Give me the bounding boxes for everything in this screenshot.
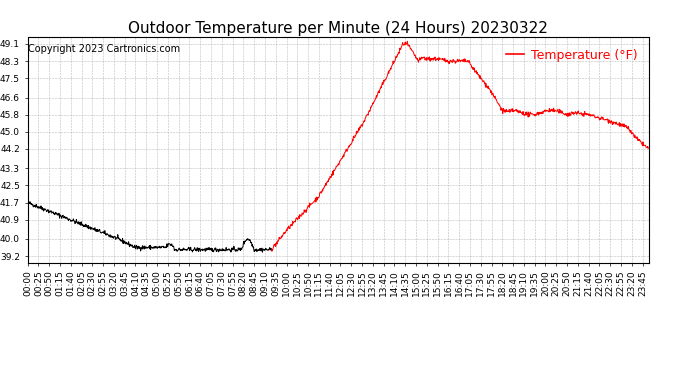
Text: Copyright 2023 Cartronics.com: Copyright 2023 Cartronics.com (28, 44, 180, 54)
Legend: Temperature (°F): Temperature (°F) (501, 44, 642, 67)
Title: Outdoor Temperature per Minute (24 Hours) 20230322: Outdoor Temperature per Minute (24 Hours… (128, 21, 548, 36)
